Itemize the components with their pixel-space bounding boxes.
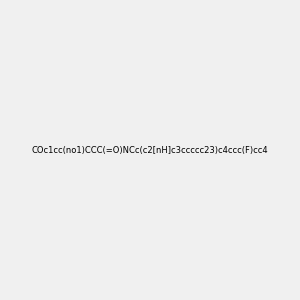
- Text: COc1cc(no1)CCC(=O)NCc(c2[nH]c3ccccc23)c4ccc(F)cc4: COc1cc(no1)CCC(=O)NCc(c2[nH]c3ccccc23)c4…: [32, 146, 268, 154]
